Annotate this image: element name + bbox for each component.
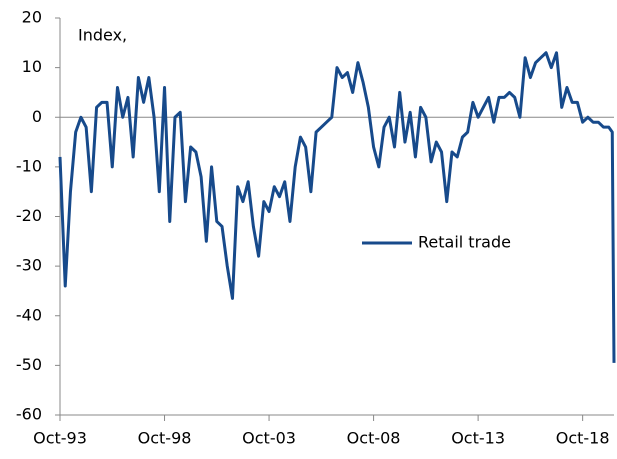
y-tick-label: -30: [16, 256, 42, 275]
y-tick-label: -40: [16, 305, 42, 324]
y-tick-label: -10: [16, 156, 42, 175]
x-tick-label: Oct-13: [451, 429, 505, 448]
y-tick-label: -50: [16, 355, 42, 374]
x-tick-label: Oct-18: [556, 429, 610, 448]
x-tick-label: Oct-03: [242, 429, 296, 448]
y-tick-label: 20: [22, 8, 42, 27]
y-tick-label: -20: [16, 206, 42, 225]
legend-label: Retail trade: [418, 233, 511, 252]
y-tick-label: 10: [22, 57, 42, 76]
x-tick-label: Oct-98: [138, 429, 192, 448]
x-tick-label: Oct-93: [33, 429, 87, 448]
series-line: [58, 51, 616, 363]
x-tick-label: Oct-08: [347, 429, 401, 448]
y-tick-label: 0: [32, 107, 42, 126]
y-tick-label: -60: [16, 405, 42, 424]
y-axis-label: Index,: [78, 26, 127, 45]
